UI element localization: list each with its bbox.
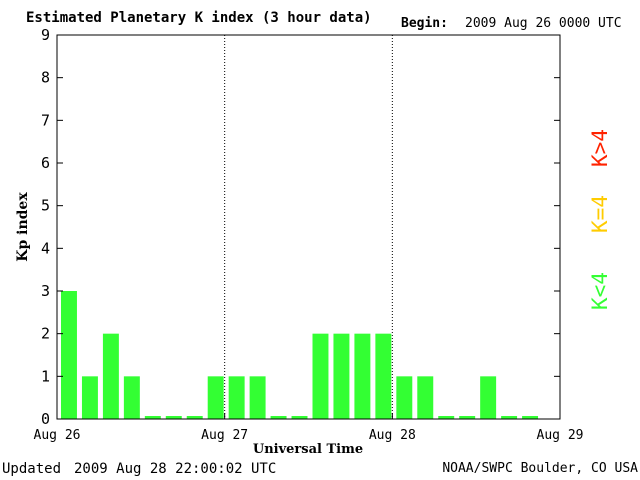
x-tick-label: Aug 27: [201, 428, 248, 443]
kp-bar: [61, 291, 77, 419]
kp-bar: [249, 376, 266, 419]
kp-bar: [144, 416, 161, 419]
kp-bar: [186, 416, 203, 419]
x-axis-label: Universal Time: [253, 442, 363, 457]
legend-k-equal-4-label: K=4: [588, 195, 612, 233]
legend-k-less-4-label: K<4: [588, 272, 612, 310]
chart-title: Estimated Planetary K index (3 hour data…: [26, 10, 372, 26]
y-tick-label: 9: [41, 26, 50, 44]
updated-timestamp: 2009 Aug 28 22:00:02 UTC: [74, 461, 277, 477]
kp-bar: [81, 376, 98, 419]
kp-bar: [165, 416, 182, 419]
y-tick-label: 8: [41, 69, 50, 87]
kp-bar: [354, 333, 371, 419]
kp-bar: [228, 376, 245, 419]
legend-k-greater-4-label: K>4: [588, 129, 612, 167]
y-axis: 0 1 2 3 4 5 6 7 8 9: [41, 26, 560, 428]
kp-bar: [501, 416, 518, 419]
x-tick-label: Aug 29: [537, 428, 584, 443]
kp-bar: [417, 376, 434, 419]
plot-frame: [56, 34, 561, 420]
kp-bar: [270, 416, 287, 419]
x-axis: Aug 26 Aug 27 Aug 28 Aug 29: [34, 413, 584, 443]
kp-bar: [312, 333, 329, 419]
kp-bar: [396, 376, 413, 419]
y-tick-label: 5: [41, 197, 50, 215]
begin-label: Begin:: [401, 16, 448, 31]
y-tick-label: 2: [41, 325, 50, 343]
kp-bar: [102, 333, 119, 419]
kp-bar: [522, 416, 539, 419]
y-tick-label: 7: [41, 111, 50, 129]
source-credit: NOAA/SWPC Boulder, CO USA: [442, 461, 638, 476]
y-tick-label: 1: [41, 367, 50, 385]
begin-value: 2009 Aug 26 0000 UTC: [465, 16, 622, 31]
y-tick-label: 3: [41, 282, 50, 300]
y-tick-label: 6: [41, 154, 50, 172]
y-axis-label: Kp index: [15, 192, 31, 262]
kp-bar: [480, 376, 497, 419]
kp-bar: [438, 416, 455, 419]
kp-bar: [207, 376, 224, 419]
updated-label: Updated: [2, 461, 62, 477]
kp-bar: [375, 333, 392, 419]
y-tick-label: 0: [41, 410, 50, 428]
kp-bar: [333, 333, 350, 419]
kp-bar: [459, 416, 476, 419]
bar-group: [61, 291, 539, 419]
day-separators: [224, 35, 393, 419]
x-tick-label: Aug 26: [34, 428, 81, 443]
kp-bar: [291, 416, 308, 419]
kp-bar: [123, 376, 140, 419]
x-tick-label: Aug 28: [369, 428, 416, 443]
y-tick-label: 4: [41, 239, 50, 257]
